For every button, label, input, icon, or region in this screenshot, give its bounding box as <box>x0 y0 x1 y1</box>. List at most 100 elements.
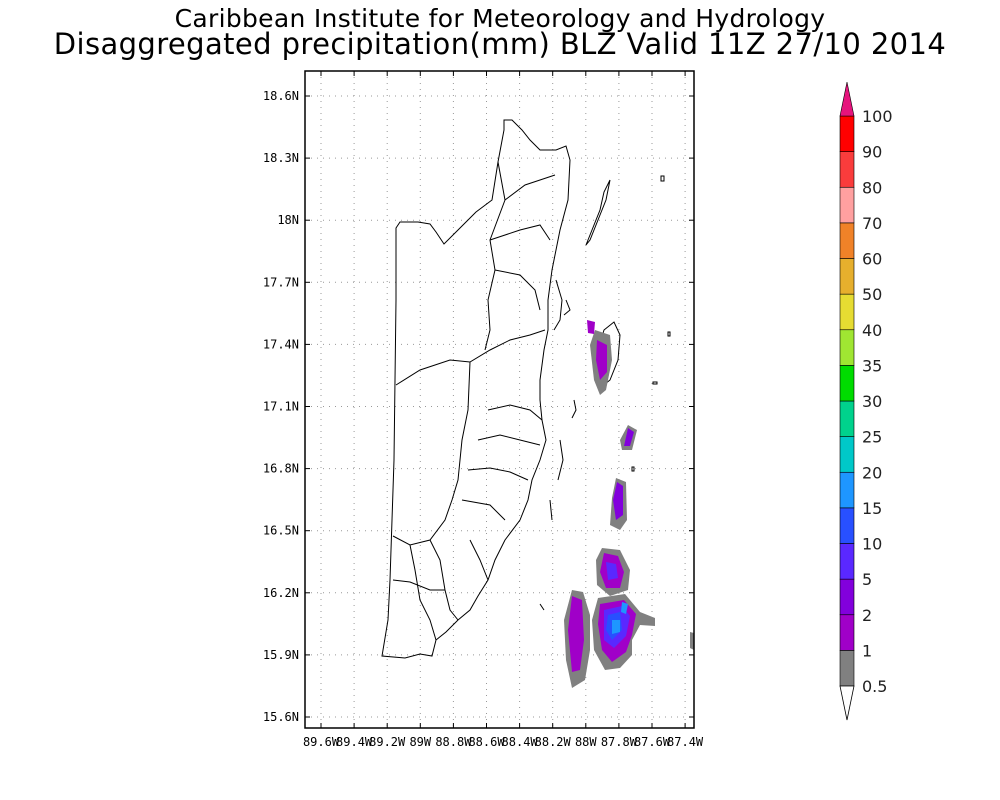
lat-tick-label: 18N <box>277 213 299 227</box>
colorbar-label: 25 <box>862 428 882 447</box>
map-ticks <box>305 71 694 728</box>
district-border <box>504 174 556 201</box>
district-border <box>467 467 529 481</box>
lon-tick-label: 89.6W <box>303 735 340 749</box>
colorbar-label: 70 <box>862 214 882 233</box>
latitude-labels: 18.6N 18.3N 18N 17.7N 17.4N 17.1N 16.8N 16.5N 16… <box>263 89 299 724</box>
colorbar-swatch <box>839 507 855 544</box>
lon-tick-label: 87.4W <box>667 735 704 749</box>
colorbar-swatch <box>839 258 855 295</box>
small-cay <box>549 499 553 521</box>
precip-5 <box>606 562 618 580</box>
precip-1 <box>596 340 607 380</box>
colorbar-swatch <box>839 436 855 473</box>
district-border <box>484 161 506 351</box>
precip-1 <box>613 482 623 520</box>
precip-1 <box>568 596 584 672</box>
lon-tick-label: 88W <box>575 735 597 749</box>
district-border <box>392 579 445 591</box>
lon-tick-label: 88.6W <box>468 735 505 749</box>
small-cay <box>667 331 671 337</box>
district-border <box>395 329 546 386</box>
colorbar-label: 90 <box>862 143 882 162</box>
country-outline <box>381 119 571 659</box>
colorbar-top-arrow <box>839 81 855 117</box>
lon-tick-label: 89.4W <box>336 735 373 749</box>
ambergris-caye <box>585 179 611 246</box>
lat-tick-label: 16.2N <box>263 586 299 600</box>
lon-tick-label: 89W <box>409 735 431 749</box>
lat-tick-label: 16.8N <box>263 462 299 476</box>
cays <box>539 175 671 611</box>
precip-15 <box>621 602 628 614</box>
lon-tick-label: 87.8W <box>601 735 638 749</box>
district-border <box>461 499 506 521</box>
colorbar-bottom-arrow <box>839 685 855 721</box>
colorbar-label: 40 <box>862 321 882 340</box>
district-border <box>477 434 541 446</box>
colorbar-swatch <box>839 115 855 152</box>
small-cay <box>660 175 665 182</box>
precip-15 <box>612 620 620 634</box>
colorbar-swatch <box>839 400 855 437</box>
lon-tick-label: 87.6W <box>634 735 671 749</box>
district-border <box>392 361 471 546</box>
colorbar-swatch <box>839 365 855 402</box>
colorbar-swatch <box>839 186 855 224</box>
colorbar-swatch <box>839 650 855 687</box>
colorbar-label: 100 <box>862 107 893 126</box>
colorbar-swatch <box>839 329 855 366</box>
lon-tick-label: 89.2W <box>369 735 406 749</box>
lat-tick-label: 17.4N <box>263 337 299 351</box>
lat-tick-label: 17.1N <box>263 400 299 414</box>
colorbar-label: 35 <box>862 356 882 375</box>
belize-border <box>381 119 571 659</box>
colorbar-label: 20 <box>862 463 882 482</box>
colorbar-swatch <box>839 578 855 616</box>
district-border <box>469 539 489 581</box>
colorbar-label: 80 <box>862 178 882 197</box>
district-border <box>494 269 541 311</box>
lat-tick-label: 18.6N <box>263 89 299 103</box>
precipitation-field <box>564 320 694 688</box>
lon-tick-label: 88.2W <box>535 735 572 749</box>
lon-tick-label: 88.8W <box>435 735 472 749</box>
district-border <box>409 544 437 641</box>
lat-tick-label: 15.9N <box>263 648 299 662</box>
title-line-2: Disaggregated precipitation(mm) BLZ Vali… <box>53 27 947 61</box>
colorbar-label: 15 <box>862 499 882 518</box>
lat-tick-label: 15.6N <box>263 710 299 724</box>
title-line-1: Caribbean Institute for Meteorology and … <box>174 4 826 33</box>
small-cay <box>563 299 571 316</box>
precip-1 <box>624 428 634 446</box>
colorbar-label: 10 <box>862 535 882 554</box>
small-cay <box>557 439 564 481</box>
colorbar-label: 30 <box>862 392 882 411</box>
colorbar-label: 1 <box>862 641 872 660</box>
colorbar-label: 60 <box>862 250 882 269</box>
colorbar-swatch <box>839 614 855 651</box>
colorbar-label: 2 <box>862 606 872 625</box>
colorbar-label: 5 <box>862 570 872 589</box>
small-cay <box>571 399 577 419</box>
map-frame <box>304 70 695 729</box>
colorbar-swatch <box>839 543 855 580</box>
small-cay <box>553 279 563 331</box>
small-cay <box>631 466 635 472</box>
colorbar-label: 0.5 <box>862 677 887 696</box>
district-border <box>487 404 543 421</box>
lon-tick-label: 88.4W <box>502 735 539 749</box>
colorbar-swatch <box>839 222 855 259</box>
lat-tick-label: 16.5N <box>263 524 299 538</box>
lat-tick-label: 18.3N <box>263 151 299 165</box>
small-cay <box>539 603 545 611</box>
small-cay <box>652 381 658 385</box>
lat-tick-label: 17.7N <box>263 275 299 289</box>
precip-0.5 <box>690 632 694 650</box>
colorbar-swatch <box>839 293 855 331</box>
district-border <box>489 224 551 241</box>
colorbar-swatch <box>839 151 855 188</box>
precip-1 <box>587 320 595 334</box>
